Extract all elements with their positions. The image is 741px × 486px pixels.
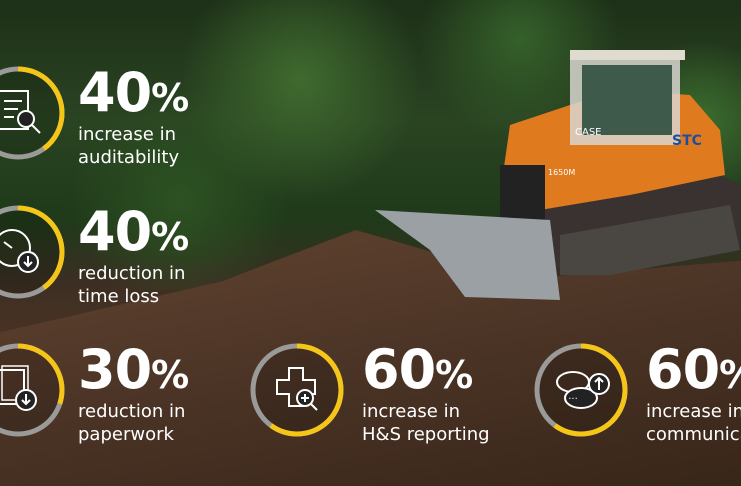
stat-description: reduction in time loss <box>78 262 185 308</box>
progress-ring: ··· <box>531 340 631 440</box>
stat-number: 40 <box>78 61 152 124</box>
stat-value: 60% <box>646 343 741 402</box>
desc-line: paperwork <box>78 424 174 445</box>
chat-bubbles-upload-icon: ··· <box>556 371 610 409</box>
stat-unit: % <box>151 76 189 120</box>
progress-ring-fill <box>0 205 65 299</box>
progress-ring <box>0 340 68 440</box>
progress-ring <box>0 63 68 163</box>
desc-line: auditability <box>78 147 180 168</box>
stat-unit: % <box>719 353 741 397</box>
document-search-icon <box>0 90 41 134</box>
stat-unit: % <box>151 215 189 259</box>
brand-label: CASE <box>575 127 602 138</box>
stat-value: 60% <box>362 343 473 402</box>
stat-number: 60 <box>646 338 720 401</box>
progress-ring-fill <box>0 66 65 160</box>
stat-unit: % <box>435 353 473 397</box>
desc-line: time loss <box>78 286 160 307</box>
stc-logo: STC <box>672 133 702 149</box>
stat-number: 30 <box>78 338 152 401</box>
progress-ring-fill <box>0 343 65 437</box>
progress-ring <box>247 340 347 440</box>
svg-text:···: ··· <box>568 394 578 405</box>
desc-line: increase in <box>78 124 176 145</box>
stat-value: 30% <box>78 343 189 402</box>
progress-ring-fill <box>534 343 628 437</box>
stat-value: 40% <box>78 205 189 264</box>
desc-line: reduction in <box>78 263 186 284</box>
stat-description: reduction in paperwork <box>78 400 185 446</box>
stat-number: 60 <box>362 338 436 401</box>
stat-description: increase in H&S reporting <box>362 400 490 446</box>
medical-cross-search-icon <box>276 367 318 411</box>
desc-line: reduction in <box>78 401 186 422</box>
stat-description: increase in auditability <box>78 123 179 169</box>
stat-unit: % <box>151 353 189 397</box>
stat-description: increase incommunicatio <box>646 400 741 446</box>
desc-line: increase in <box>646 401 741 422</box>
bulldozer-image: CASE 1650M STC <box>375 50 740 300</box>
clock-download-icon <box>0 229 39 273</box>
progress-ring-fill <box>250 343 344 437</box>
desc-line: H&S reporting <box>362 424 490 445</box>
model-label: 1650M <box>548 168 575 177</box>
desc-line: communicatio <box>646 424 741 445</box>
progress-ring <box>0 202 68 302</box>
stat-number: 40 <box>78 200 152 263</box>
desc-line: increase in <box>362 401 460 422</box>
documents-download-icon <box>0 365 37 411</box>
stat-value: 40% <box>78 66 189 125</box>
